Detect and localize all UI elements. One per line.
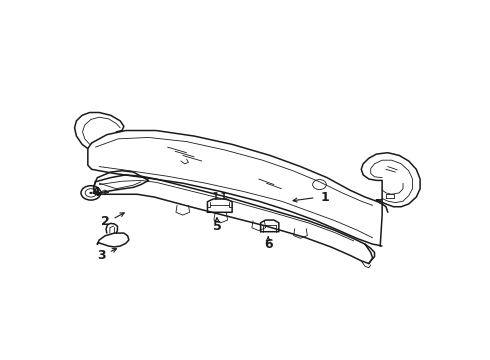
- Text: 3: 3: [97, 249, 105, 262]
- Text: 1: 1: [321, 190, 330, 203]
- Text: 2: 2: [100, 216, 109, 229]
- Text: 6: 6: [264, 238, 272, 251]
- Text: 5: 5: [213, 220, 221, 233]
- Text: 4: 4: [91, 186, 100, 199]
- Circle shape: [89, 192, 93, 194]
